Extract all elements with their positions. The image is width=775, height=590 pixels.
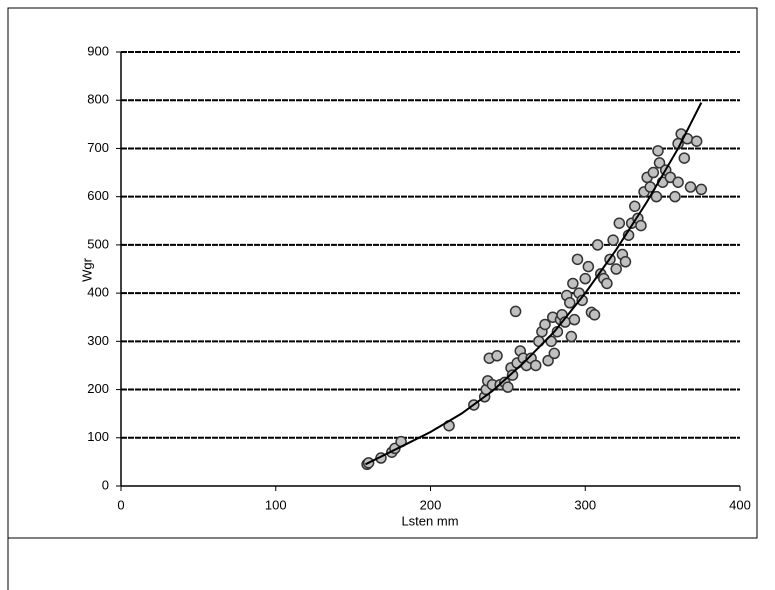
- data-point: [506, 369, 519, 381]
- data-point: [567, 277, 579, 290]
- chart-border: [7, 7, 758, 539]
- data-point: [539, 318, 551, 331]
- data-point: [695, 183, 708, 196]
- data-point: [672, 176, 684, 188]
- y-tick-label: 300: [87, 333, 109, 348]
- data-point: [564, 297, 576, 309]
- x-tick-label: 400: [729, 497, 751, 512]
- data-point: [684, 181, 697, 193]
- y-tick-label: 100: [87, 429, 109, 444]
- data-point: [619, 256, 632, 268]
- data-point: [565, 330, 578, 343]
- data-point: [545, 335, 557, 348]
- y-tick-label: 400: [87, 285, 109, 300]
- y-tick-label: 500: [87, 236, 109, 251]
- data-point: [529, 359, 542, 372]
- data-point: [579, 272, 591, 285]
- y-tick-label: 600: [87, 188, 109, 203]
- data-point: [647, 166, 660, 179]
- trend-line: [365, 102, 703, 466]
- y-tick-label: 200: [87, 381, 109, 396]
- y-tick-label: 0: [102, 477, 109, 492]
- data-point: [571, 253, 584, 266]
- y-tick-label: 900: [87, 43, 109, 58]
- data-point: [502, 381, 514, 393]
- data-point: [669, 190, 681, 203]
- data-point: [613, 217, 626, 229]
- y-tick-label: 700: [87, 140, 109, 155]
- data-point: [610, 263, 622, 275]
- data-point: [509, 305, 522, 318]
- x-tick-label: 0: [117, 497, 124, 512]
- data-point: [607, 234, 619, 246]
- data-point: [629, 200, 641, 213]
- data-point: [635, 219, 647, 232]
- data-point: [542, 354, 554, 367]
- x-tick-label: 300: [574, 497, 596, 512]
- data-point: [690, 135, 703, 147]
- data-point: [678, 152, 691, 164]
- x-axis-label: Lsten mm: [401, 513, 458, 528]
- data-point: [653, 157, 666, 169]
- y-tick-label: 800: [87, 92, 109, 107]
- data-point: [591, 239, 604, 251]
- data-point: [568, 313, 581, 326]
- data-point: [576, 294, 588, 307]
- data-point: [652, 145, 664, 157]
- data-point: [582, 260, 595, 273]
- data-point: [491, 350, 503, 362]
- y-axis-label: Wgr: [79, 257, 94, 282]
- data-point: [601, 277, 613, 290]
- x-tick-label: 100: [265, 497, 287, 512]
- data-point: [588, 309, 601, 321]
- data-point: [650, 190, 663, 203]
- x-tick-label: 200: [420, 497, 442, 512]
- data-point: [548, 347, 561, 360]
